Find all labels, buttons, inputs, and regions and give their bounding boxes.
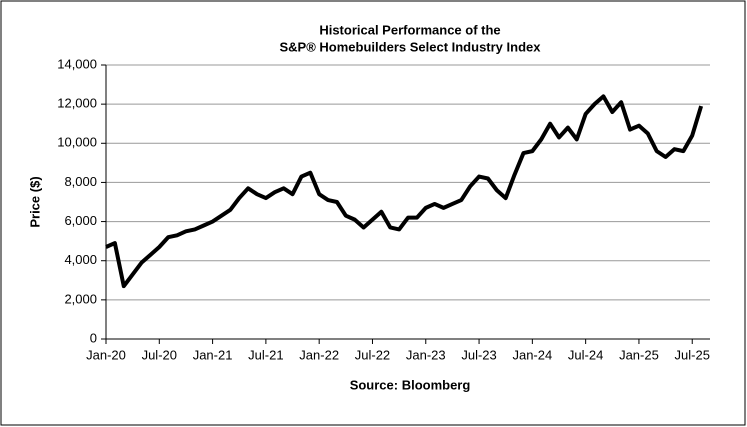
x-tick-label: Jul-21: [248, 347, 283, 362]
annotation: Source: Bloomberg: [350, 377, 471, 392]
chart-title: Historical Performance of the: [319, 22, 500, 37]
x-tick-label: Jul-20: [142, 347, 177, 362]
x-tick-label: Jan-23: [406, 347, 446, 362]
y-tick-label: 4,000: [64, 252, 97, 267]
y-tick-label: 12,000: [57, 96, 97, 111]
chart-title: S&P® Homebuilders Select Industry Index: [280, 39, 542, 54]
y-tick-label: 2,000: [64, 291, 97, 306]
x-tick-label: Jan-20: [86, 347, 126, 362]
x-tick-label: Jul-23: [461, 347, 496, 362]
y-tick-label: 0: [90, 330, 97, 345]
x-tick-label: Jan-25: [619, 347, 659, 362]
x-tick-label: Jul-25: [675, 347, 710, 362]
x-tick-label: Jul-22: [355, 347, 390, 362]
x-tick-label: Jan-22: [299, 347, 339, 362]
x-tick-label: Jan-24: [512, 347, 552, 362]
x-tick-label: Jan-21: [193, 347, 233, 362]
y-tick-label: 8,000: [64, 174, 97, 189]
y-tick-label: 14,000: [57, 56, 97, 71]
line-series: [105, 94, 704, 289]
y-tick-label: 10,000: [57, 135, 97, 150]
y-tick-label: 6,000: [64, 213, 97, 228]
x-tick-label: Jul-24: [568, 347, 603, 362]
y-axis-label: Price ($): [27, 176, 42, 227]
